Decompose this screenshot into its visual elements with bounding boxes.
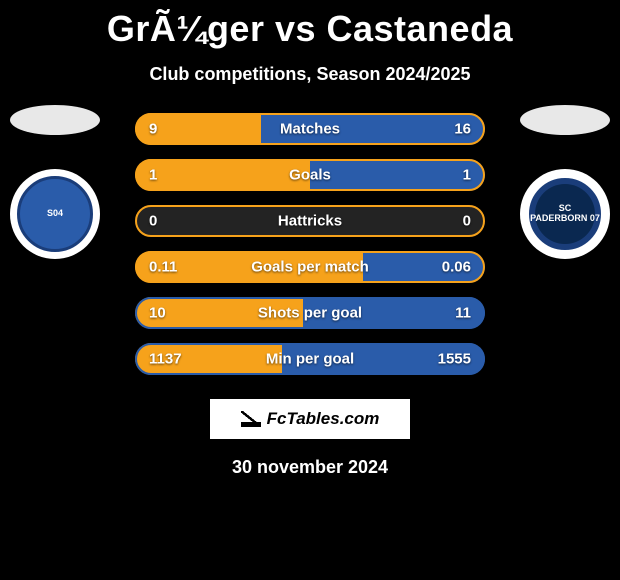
stat-label: Min per goal bbox=[266, 351, 354, 368]
stat-row: 9 Matches 16 bbox=[135, 113, 485, 145]
stat-value-right: 0 bbox=[463, 213, 471, 230]
stat-value-left: 0 bbox=[149, 213, 157, 230]
right-player-column: SC PADERBORN 07 bbox=[510, 113, 620, 259]
stat-row: 1 Goals 1 bbox=[135, 159, 485, 191]
stat-label: Matches bbox=[280, 121, 340, 138]
stat-value-left: 10 bbox=[149, 305, 166, 322]
branding-text: FcTables.com bbox=[267, 409, 380, 429]
stat-row: 1137 Min per goal 1555 bbox=[135, 343, 485, 375]
right-flag-icon bbox=[520, 105, 610, 135]
subtitle: Club competitions, Season 2024/2025 bbox=[0, 64, 620, 85]
stat-row: 0 Hattricks 0 bbox=[135, 205, 485, 237]
stat-value-right: 11 bbox=[455, 305, 471, 322]
stat-label: Goals bbox=[289, 167, 331, 184]
stat-value-right: 0.06 bbox=[442, 259, 471, 276]
stat-label: Goals per match bbox=[251, 259, 369, 276]
stat-value-right: 16 bbox=[454, 121, 471, 138]
page-title: GrÃ¼ger vs Castaneda bbox=[0, 0, 620, 50]
stat-value-left: 1137 bbox=[149, 351, 182, 368]
left-player-column: S04 bbox=[0, 113, 110, 259]
stat-value-left: 0.11 bbox=[149, 259, 177, 276]
match-date: 30 november 2024 bbox=[0, 457, 620, 478]
branding-badge: FcTables.com bbox=[210, 399, 410, 439]
stats-list: 9Matches161Goals10Hattricks00.11Goals pe… bbox=[135, 113, 485, 375]
comparison-area: S04 SC PADERBORN 07 9Matches161Goals10Ha… bbox=[0, 113, 620, 375]
stat-value-left: 1 bbox=[149, 167, 157, 184]
stat-value-right: 1 bbox=[463, 167, 471, 184]
stat-value-left: 9 bbox=[149, 121, 157, 138]
left-club-crest: S04 bbox=[10, 169, 100, 259]
stat-row: 10 Shots per goal 11 bbox=[135, 297, 485, 329]
stat-row: 0.11 Goals per match 0.06 bbox=[135, 251, 485, 283]
stat-label: Shots per goal bbox=[258, 305, 362, 322]
stat-value-right: 1555 bbox=[438, 351, 471, 368]
right-club-crest: SC PADERBORN 07 bbox=[520, 169, 610, 259]
branding-chart-icon bbox=[241, 411, 261, 427]
stat-label: Hattricks bbox=[278, 213, 342, 230]
left-flag-icon bbox=[10, 105, 100, 135]
